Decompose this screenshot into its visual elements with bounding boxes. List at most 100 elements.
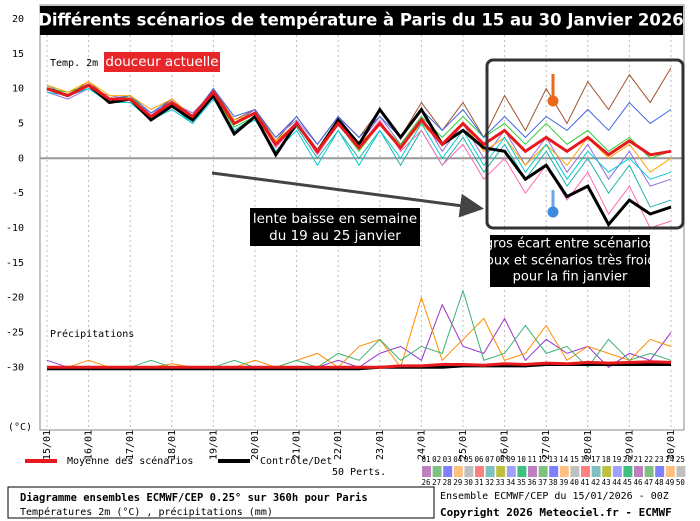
x-tick-label: 22/01 [333,430,344,460]
legend-label: Contrôle/Det [260,455,332,467]
perturbation-number: 31 [474,478,483,487]
perturbation-number: 14 [559,455,569,464]
perturbation-swatch [422,466,431,477]
perturbation-number: 36 [527,478,537,487]
y-tick-label: 0 [18,153,24,164]
y-tick-label: -20 [6,293,24,304]
chart-title: Différents scénarios de température à Pa… [38,11,684,30]
perturbation-number: 25 [676,455,685,464]
y-tick-label: -10 [6,223,24,234]
perturbation-swatch [612,466,622,477]
series-line [47,288,672,369]
y-tick-label: 20 [12,14,24,25]
perturbation-swatch [528,466,537,477]
perturbation-swatch [453,466,463,477]
perturbation-number: 46 [633,478,643,487]
perturbation-number: 28 [443,478,453,487]
perturbation-swatch [517,466,527,477]
y-tick-label: -30 [6,362,24,373]
perturbation-swatch [665,466,675,477]
caption: Températures 2m (°C) , précipitations (m… [20,506,273,518]
arrow [211,171,484,218]
temp-label: Temp. 2m [50,58,98,69]
annotation: doux et scénarios très froids [478,254,663,269]
x-tick-label: 21/01 [292,430,303,460]
perturbation-number: 43 [602,478,611,487]
series-line [47,360,672,369]
perturbation-number: 15 [570,455,579,464]
perturbation-number: 45 [623,478,632,487]
annotation: pour la fin janvier [513,270,628,285]
x-tick-label: 19/01 [208,430,219,460]
perturbation-number: 03 [443,455,452,464]
y-tick-label: 5 [18,118,24,129]
perturbation-number: 02 [432,455,441,464]
perturbation-swatch [443,466,453,477]
x-tick-label: 25/01 [458,430,469,460]
y-tick-label: -5 [12,188,24,199]
y-tick-label: 15 [12,49,24,60]
perturbation-number: 22 [644,455,653,464]
source: Copyright 2026 Meteociel.fr - ECMWF [440,506,672,519]
perturbation-swatch [496,466,506,477]
perturbation-number: 47 [644,478,653,487]
annotation: du 19 au 25 janvier [269,228,401,244]
annotation: douceur actuelle [105,54,218,70]
y-tick-label: -25 [6,327,24,338]
caption-box [7,486,435,519]
series-line [46,83,672,157]
thermometer-cold [547,190,559,218]
perturbation-number: 05 [464,455,473,464]
perturbation-number: 23 [655,455,664,464]
perturbation-number: 35 [517,478,526,487]
perturbation-swatch [464,466,474,477]
series-line [46,84,672,146]
x-tick-label: 28/01 [583,430,594,460]
perturbation-number: 32 [485,478,494,487]
perturbation-swatch [485,466,495,477]
perturbation-swatch [676,466,686,477]
x-tick-label: 29/01 [624,430,635,460]
perturbation-number: 30 [464,478,474,487]
x-tick-label: 30/01 [666,430,677,460]
perturbation-number: 13 [549,455,558,464]
perturbation-swatch [602,466,612,477]
perturbation-number: 40 [570,478,580,487]
perturbation-swatch [581,466,590,477]
perturbation-number: 27 [432,478,441,487]
legend-label: Moyenne des scénarios [67,455,193,467]
source: Ensemble ECMWF/CEP du 15/01/2026 - 00Z [440,491,669,502]
perturbation-number: 17 [591,455,600,464]
highlight-box [485,58,685,230]
perturbation-swatch [549,466,559,477]
title-box [40,6,683,35]
x-tick-label: 16/01 [84,430,95,460]
perturbation-number: 42 [591,478,600,487]
series-line [46,83,672,228]
perturbation-swatch [538,466,548,477]
perturbation-number: 09 [506,455,515,464]
x-tick-label: 17/01 [125,430,136,460]
perturbation-swatch [475,466,484,477]
perturbation-number: 33 [496,478,505,487]
precip-label: Précipitations [50,328,134,340]
y-tick-label: 10 [12,84,24,95]
perturbation-number: 26 [421,478,431,487]
perturbation-number: 24 [665,455,675,464]
y-tick-label: -15 [6,258,24,269]
perturbation-swatch [432,466,442,477]
perturbation-number: 20 [623,455,633,464]
perturbation-number: 01 [421,455,430,464]
perturbation-swatch [623,466,633,477]
perturbation-swatch [570,466,580,477]
y-axis-label: (°C) [8,422,32,433]
perturbation-number: 11 [527,455,536,464]
perturbation-swatch [655,466,665,477]
perturbation-swatch [644,466,654,477]
x-tick-label: 15/01 [42,430,53,460]
perturbation-number: 50 [676,478,686,487]
annotation-box [490,235,650,287]
perturbation-swatch [559,466,569,477]
annotation: gros écart entre scénarios [485,237,655,252]
